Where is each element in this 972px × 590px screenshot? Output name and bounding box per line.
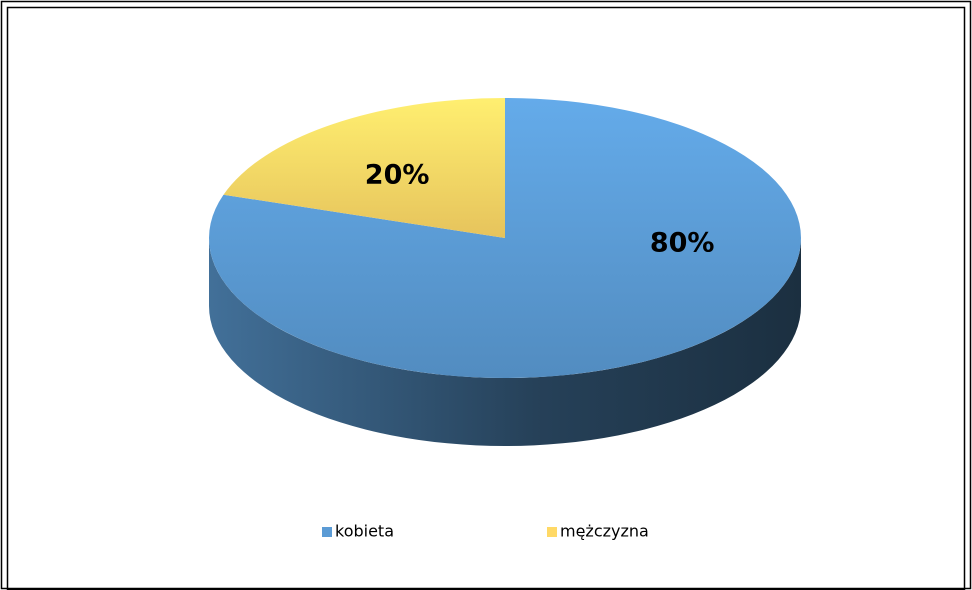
legend-swatch: [547, 527, 557, 537]
slice: [223, 98, 505, 238]
legend-label: kobieta: [335, 522, 394, 541]
slice-side: [209, 238, 801, 446]
legend-swatch: [322, 527, 332, 537]
value-label: 80%: [650, 227, 715, 258]
value-label: 20%: [365, 159, 430, 190]
legend-label: mężczyzna: [560, 522, 649, 541]
